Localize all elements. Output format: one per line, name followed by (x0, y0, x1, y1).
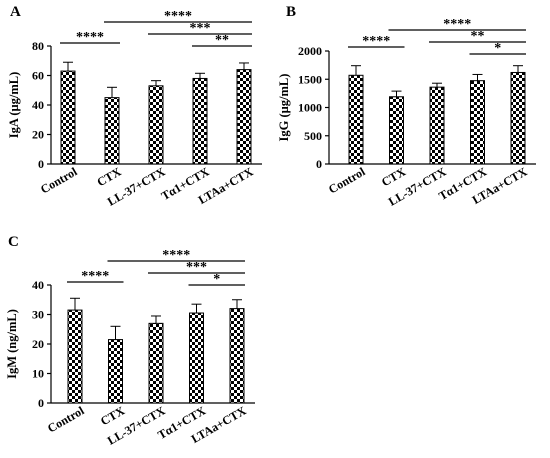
x-tick-label: Control (38, 164, 80, 196)
y-tick-label: 0 (38, 396, 44, 410)
significance-label: **** (362, 34, 390, 49)
y-tick-label: 30 (32, 308, 44, 322)
y-tick-label: 20 (32, 337, 44, 351)
y-tick-label: 40 (32, 98, 44, 112)
bar (429, 86, 445, 165)
significance-label: **** (81, 269, 109, 284)
significance-label: * (213, 272, 220, 287)
y-axis-label: IgA (μg/mL) (7, 72, 21, 138)
bar (510, 71, 526, 165)
y-tick-label: 60 (32, 69, 44, 83)
bar (189, 312, 204, 404)
panel-letter: B (286, 4, 296, 20)
panel-letter: A (10, 4, 21, 20)
y-tick-label: 40 (32, 278, 44, 292)
significance-label: * (494, 41, 501, 56)
y-axis-label: IgG (μg/mL) (277, 74, 291, 142)
y-tick-label: 0 (38, 157, 44, 171)
y-axis-label: IgM (ng/mL) (5, 309, 19, 379)
bar (236, 69, 252, 165)
y-tick-label: 1000 (298, 101, 322, 115)
bar (229, 308, 245, 404)
y-tick-label: 10 (32, 367, 44, 381)
x-tick-label: Control (45, 403, 87, 435)
y-tick-label: 20 (32, 128, 44, 142)
bar (104, 97, 120, 165)
bar (470, 80, 485, 165)
bar (148, 322, 164, 404)
y-tick-label: 80 (32, 39, 44, 53)
y-tick-label: 0 (316, 157, 322, 171)
significance-label: *** (190, 21, 211, 36)
bar (60, 70, 76, 165)
bar (389, 96, 404, 165)
bar (348, 74, 364, 165)
bar (192, 77, 208, 165)
bar (67, 309, 83, 404)
significance-label: *** (186, 260, 207, 275)
significance-label: **** (164, 9, 192, 24)
x-tick-label: CTX (95, 164, 124, 189)
x-tick-label: Control (326, 164, 368, 196)
panel-letter: C (8, 234, 19, 250)
y-tick-label: 1500 (298, 72, 322, 86)
significance-label: ** (215, 33, 229, 48)
significance-label: **** (443, 17, 471, 32)
significance-label: **** (162, 248, 190, 263)
y-tick-label: 500 (304, 129, 322, 143)
bar (108, 339, 123, 404)
significance-label: ** (471, 29, 485, 44)
y-tick-label: 2000 (298, 44, 322, 58)
bar (148, 85, 164, 165)
significance-label: **** (76, 30, 104, 45)
